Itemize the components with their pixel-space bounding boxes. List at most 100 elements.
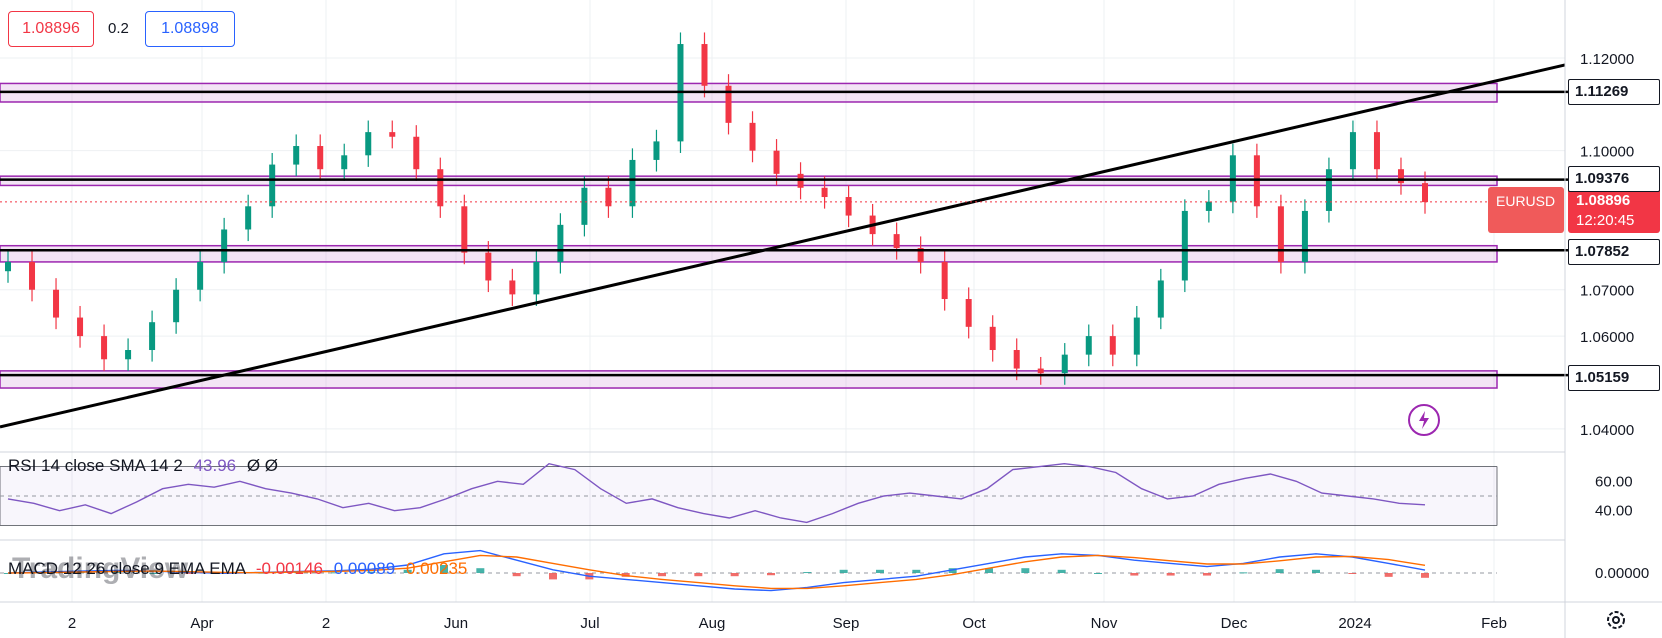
candle-body xyxy=(1037,368,1044,374)
candle-body xyxy=(989,326,996,351)
level-label-2[interactable]: 1.09376 xyxy=(1568,166,1660,192)
macd-hist-bar xyxy=(1057,569,1066,573)
spread-value: 0.2 xyxy=(108,20,129,37)
rsi-legend[interactable]: RSI 14 close SMA 14 2 43.96 Ø Ø xyxy=(8,456,278,476)
macd-hist-bar xyxy=(767,573,775,576)
macd-hist-bar xyxy=(1275,569,1284,573)
y-tick-label: 1.04000 xyxy=(1580,422,1634,439)
candle-body xyxy=(533,261,540,295)
macd-hist-bar xyxy=(730,573,739,577)
macd-hist-bar xyxy=(113,572,121,574)
candle-body xyxy=(749,122,756,151)
macd-hist-bar xyxy=(149,573,158,574)
candle-body xyxy=(629,159,636,207)
candle-body xyxy=(245,206,252,230)
macd-hist-bar xyxy=(294,572,303,574)
macd-hist-bar xyxy=(1021,568,1030,573)
macd-hist-bar xyxy=(948,568,957,573)
candle-body xyxy=(389,132,396,137)
trendline-segment xyxy=(0,63,1566,429)
candle-body xyxy=(1277,206,1284,262)
x-tick-label: 2 xyxy=(68,615,76,632)
candle-body xyxy=(1181,210,1188,281)
candle-body xyxy=(485,252,492,281)
macd-hist-bar xyxy=(912,569,921,573)
bar-countdown: 12:20:45 xyxy=(1576,212,1635,229)
macd-hist-bar xyxy=(512,573,521,577)
candle-body xyxy=(53,289,60,318)
y-tick-label: 1.10000 xyxy=(1580,144,1634,161)
macd-hist-bar xyxy=(1312,569,1320,573)
rsi-pane xyxy=(0,451,1565,526)
rsi-line xyxy=(7,462,1426,524)
macd-hist-bar xyxy=(1130,573,1139,576)
candle-body xyxy=(1061,354,1068,374)
macd-hist-bar xyxy=(1094,573,1102,574)
candle-body xyxy=(125,350,132,360)
rsi-y-tick: 60.00 xyxy=(1595,473,1633,490)
x-tick-label: Jul xyxy=(580,615,599,632)
candle-body xyxy=(941,261,948,300)
candle-body xyxy=(29,261,36,290)
macd-hist-bar xyxy=(1166,573,1175,576)
candle-body xyxy=(293,146,300,165)
macd-signal-value: 0.00235 xyxy=(405,559,468,578)
candle-body xyxy=(197,261,204,290)
candle-body xyxy=(557,224,564,262)
sell-price-button[interactable]: 1.08896 xyxy=(8,11,94,47)
candle-body xyxy=(1349,132,1356,170)
buy-price: 1.08898 xyxy=(161,20,219,37)
candle-body xyxy=(413,136,420,170)
zone-rect xyxy=(0,370,1498,389)
candle-body xyxy=(581,187,588,225)
macd-hist-bar xyxy=(4,573,12,574)
y-tick-label: 1.07000 xyxy=(1580,283,1634,300)
last-price: 1.08896 xyxy=(1576,192,1631,209)
grid xyxy=(0,0,1565,602)
candle-body xyxy=(317,146,324,170)
rsi-label: RSI 14 close SMA 14 2 xyxy=(8,456,183,475)
candle-body xyxy=(1397,169,1404,184)
last-price-badge: 1.08896 12:20:45 xyxy=(1568,187,1660,233)
macd-hist-bar xyxy=(803,572,812,574)
candle-body xyxy=(821,187,828,198)
candle-body xyxy=(1422,183,1428,203)
candle-body xyxy=(221,229,228,262)
x-tick-label: Feb xyxy=(1481,615,1507,632)
x-tick-label: Nov xyxy=(1091,615,1118,632)
level-label-3[interactable]: 1.07852 xyxy=(1568,239,1660,265)
candle-body xyxy=(1157,280,1164,318)
macd-legend[interactable]: MACD 12 26 close 9 EMA EMA -0.00146 0.00… xyxy=(8,559,467,579)
candle-body xyxy=(893,234,900,249)
macd-hist-bar xyxy=(1348,573,1357,574)
macd-hist-bar xyxy=(985,568,993,573)
level-label-1[interactable]: 1.11269 xyxy=(1568,79,1660,105)
candle-body xyxy=(149,322,156,351)
horizontal-levels[interactable] xyxy=(0,90,1568,377)
macd-hist-bar xyxy=(185,573,194,574)
lightning-icon[interactable] xyxy=(1408,404,1440,436)
macd-label: MACD 12 26 close 9 EMA EMA xyxy=(8,559,246,578)
x-tick-label: Sep xyxy=(833,615,860,632)
gear-icon[interactable] xyxy=(1604,608,1628,632)
buy-price-button[interactable]: 1.08898 xyxy=(145,11,235,47)
candle-body xyxy=(5,261,11,272)
candle-body xyxy=(1133,317,1140,355)
candle-body xyxy=(509,280,516,295)
candle-body xyxy=(1325,169,1332,211)
candle-body xyxy=(1109,336,1116,355)
x-tick-label: 2 xyxy=(322,615,330,632)
trendline[interactable] xyxy=(0,63,1566,429)
candle-body xyxy=(965,299,972,327)
macd-hist-bar xyxy=(1239,572,1248,574)
macd-hist-bar xyxy=(440,565,448,573)
candle-body xyxy=(725,85,732,123)
rsi-y-tick: 40.00 xyxy=(1595,503,1633,520)
signal-line xyxy=(7,554,1426,590)
candle-body xyxy=(773,150,780,174)
level-label-4[interactable]: 1.05159 xyxy=(1568,365,1660,391)
candle-body xyxy=(269,164,276,207)
x-tick-label: 2024 xyxy=(1338,615,1371,632)
level-label-text: 1.05159 xyxy=(1575,369,1630,386)
